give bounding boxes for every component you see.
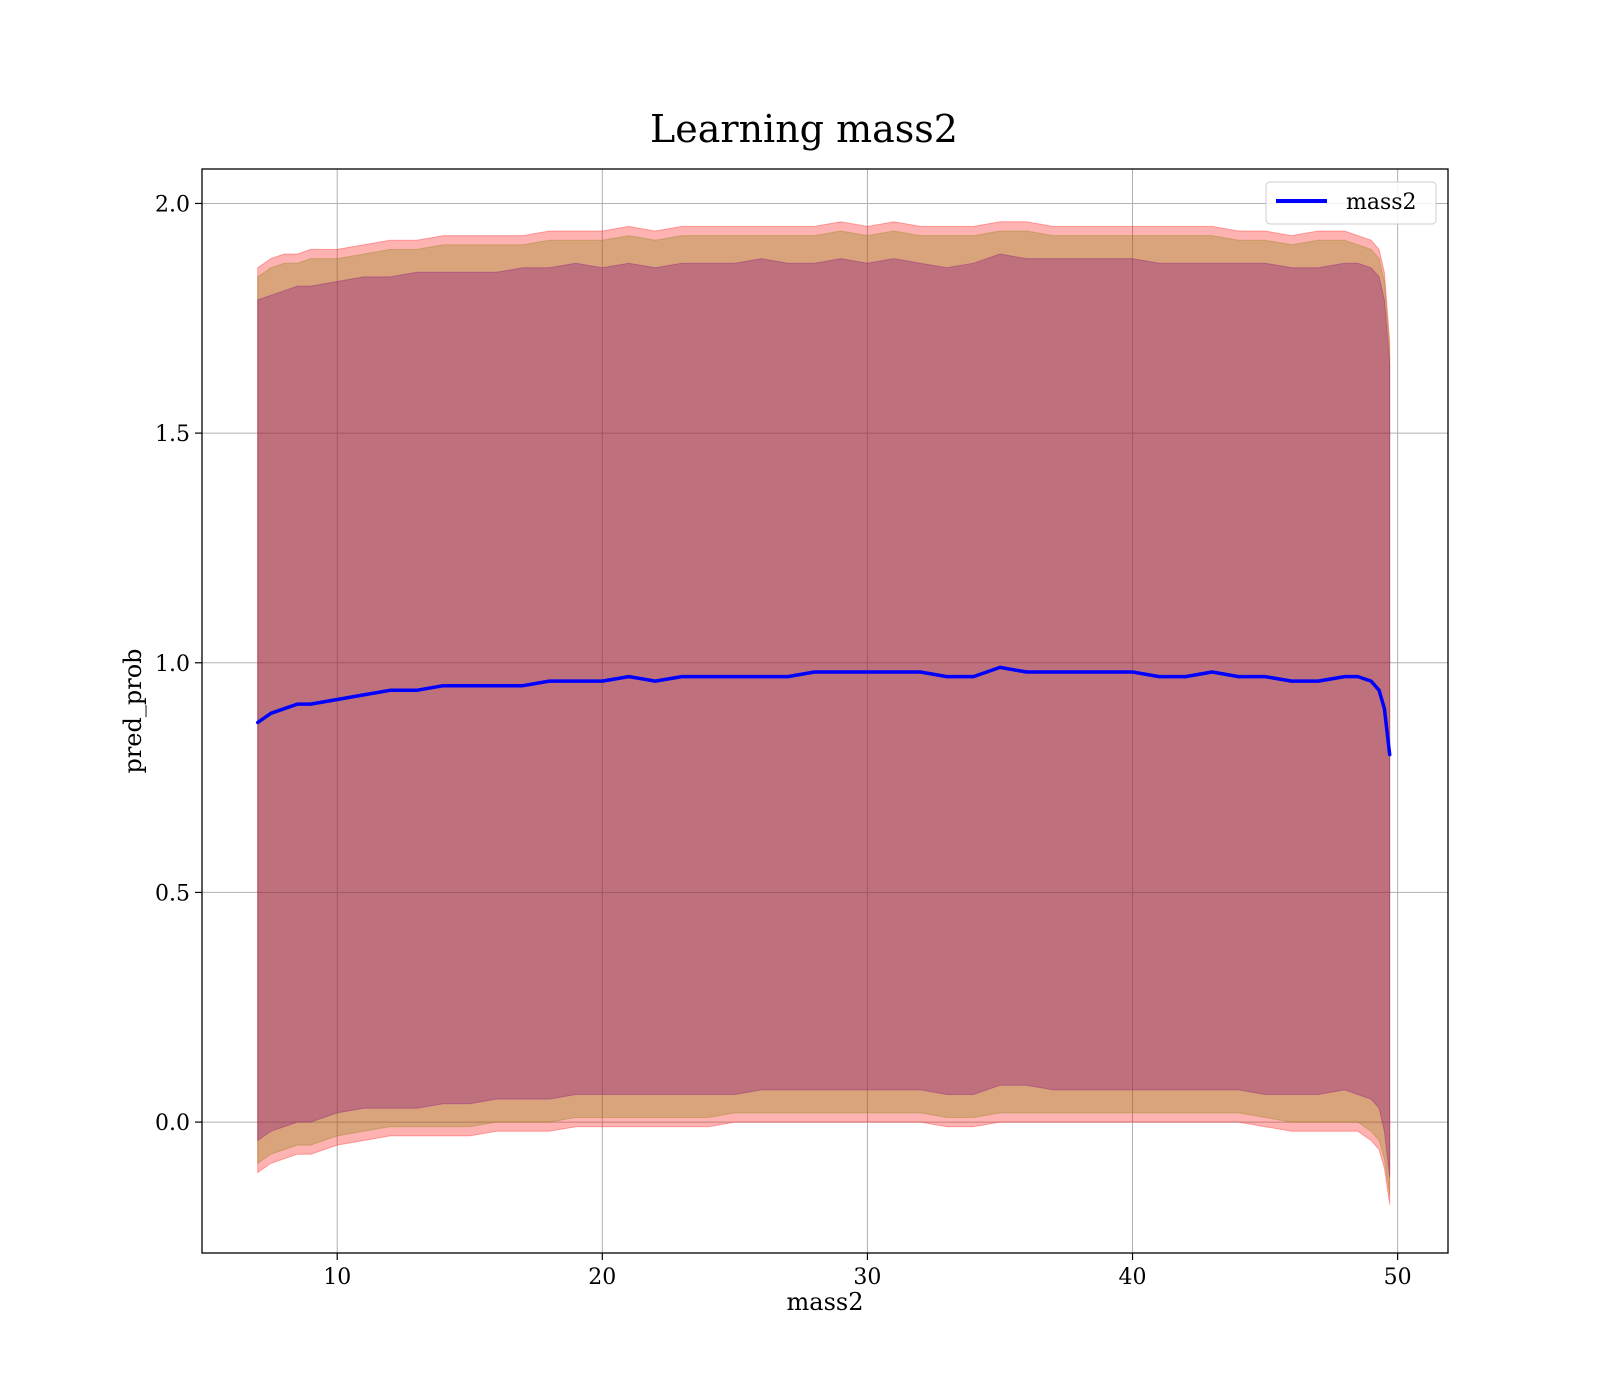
legend-box [1265, 181, 1437, 225]
x-tick-label: 20 [588, 1265, 616, 1290]
confidence-bands [257, 221, 1391, 1205]
y-axis-label: pred_prob [119, 648, 147, 773]
confidence-band-2 [257, 230, 1391, 1196]
x-axis-ticks: 10 20 30 40 50 [323, 1253, 1412, 1290]
plot-frame [201, 168, 1449, 1254]
y-tick-label: 0.0 [155, 1111, 190, 1136]
confidence-band-3 [257, 253, 1391, 1178]
x-axis-label: mass2 [787, 1288, 864, 1316]
series-line-1 [255, 665, 1392, 757]
y-tick-label: 0.5 [155, 881, 190, 906]
x-tick-label: 40 [1119, 1265, 1147, 1290]
x-tick-label: 50 [1384, 1265, 1412, 1290]
legend: mass2 [1265, 181, 1437, 225]
y-axis-ticks: 0.0 0.5 1.0 1.5 2.0 [155, 192, 202, 1136]
y-tick-label: 1.0 [155, 652, 190, 677]
legend-label: mass2 [1346, 190, 1417, 215]
y-tick-label: 1.5 [155, 422, 190, 447]
x-tick-label: 10 [323, 1265, 351, 1290]
confidence-band-1 [257, 221, 1391, 1205]
series-lines [255, 665, 1392, 757]
x-tick-label: 30 [853, 1265, 881, 1290]
y-tick-label: 2.0 [155, 192, 190, 217]
chart-title: Learning mass2 [650, 107, 958, 151]
grid [202, 169, 1448, 1253]
